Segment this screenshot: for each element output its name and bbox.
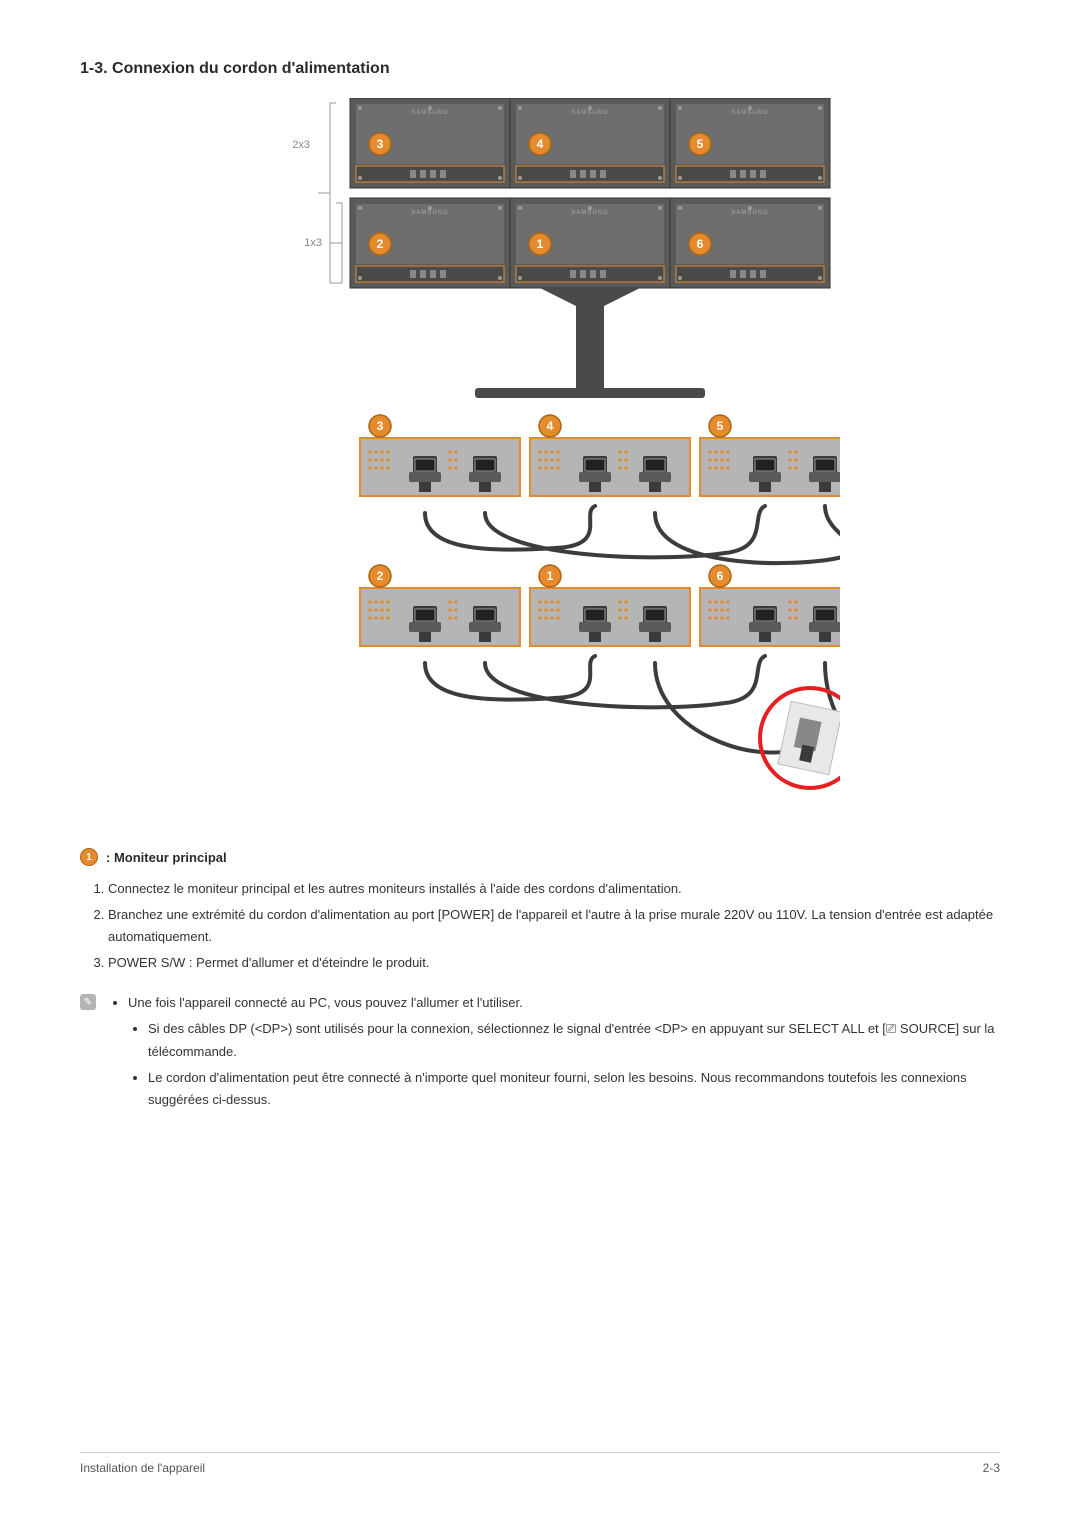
subtitle-line: 1 : Moniteur principal (80, 848, 1000, 866)
svg-text:4: 4 (547, 419, 554, 433)
svg-text:SAMSUNG: SAMSUNG (411, 210, 448, 216)
svg-text:6: 6 (697, 237, 704, 251)
svg-text:3: 3 (377, 419, 384, 433)
note-text: Une fois l'appareil connecté au PC, vous… (128, 995, 523, 1010)
note-block: ✎ Une fois l'appareil connecté au PC, vo… (80, 992, 1000, 1114)
note-subitem: Si des câbles DP (<DP>) sont utilisés po… (148, 1018, 1000, 1062)
subtitle-badge: 1 (80, 848, 98, 866)
svg-text:2: 2 (377, 569, 384, 583)
svg-text:SAMSUNG: SAMSUNG (411, 110, 448, 116)
section-title: 1-3. Connexion du cordon d'alimentation (80, 60, 1000, 78)
svg-text:3: 3 (377, 137, 384, 151)
footer-left: Installation de l'appareil (80, 1461, 205, 1475)
step-item: Branchez une extrémité du cordon d'alime… (108, 904, 1000, 948)
svg-text:SAMSUNG: SAMSUNG (731, 110, 768, 116)
svg-text:5: 5 (717, 419, 724, 433)
connection-diagram: 2x3 1x3 SAMSUNG 3 SAMSUNG 4 SAMSUNG 5 SAMSUNG 2 SA… (80, 98, 1000, 818)
step-item: Connectez le moniteur principal et les a… (108, 878, 1000, 900)
svg-text:2: 2 (377, 237, 384, 251)
footer-right: 2-3 (983, 1461, 1000, 1475)
note-list: Une fois l'appareil connecté au PC, vous… (108, 992, 1000, 1114)
svg-text:SAMSUNG: SAMSUNG (571, 210, 608, 216)
footer: Installation de l'appareil 2-3 (80, 1452, 1000, 1475)
svg-text:1: 1 (537, 237, 544, 251)
svg-text:2x3: 2x3 (292, 139, 310, 151)
svg-text:6: 6 (717, 569, 724, 583)
svg-text:SAMSUNG: SAMSUNG (571, 110, 608, 116)
note-subitem: Le cordon d'alimentation peut être conne… (148, 1067, 1000, 1111)
svg-text:1: 1 (547, 569, 554, 583)
svg-text:4: 4 (537, 137, 544, 151)
svg-text:5: 5 (697, 137, 704, 151)
subtitle-text: : Moniteur principal (106, 850, 227, 865)
note-item: Une fois l'appareil connecté au PC, vous… (128, 992, 1000, 1110)
svg-text:1x3: 1x3 (304, 237, 322, 249)
step-item: POWER S/W : Permet d'allumer et d'éteind… (108, 952, 1000, 974)
page: 1-3. Connexion du cordon d'alimentation … (0, 0, 1080, 1527)
steps-list: Connectez le moniteur principal et les a… (80, 878, 1000, 974)
svg-text:SAMSUNG: SAMSUNG (731, 210, 768, 216)
note-icon: ✎ (80, 994, 96, 1010)
